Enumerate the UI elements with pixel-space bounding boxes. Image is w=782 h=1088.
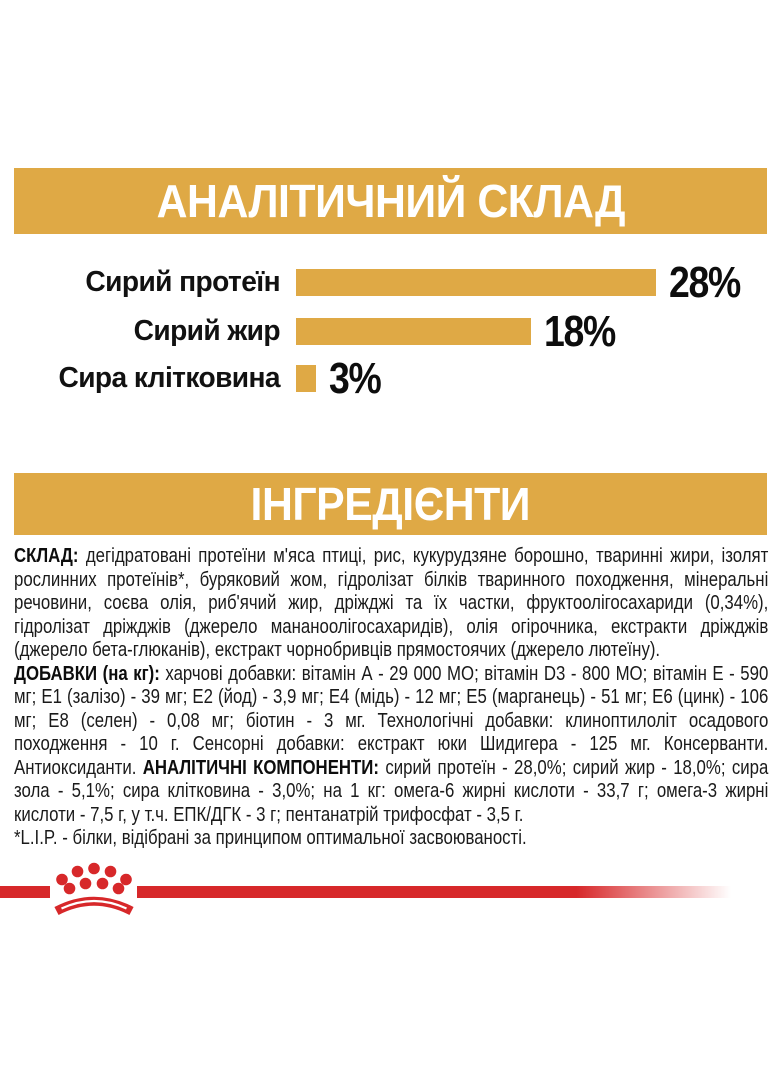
- ingredients-banner: ІНГРЕДІЄНТИ: [14, 473, 767, 535]
- ingredients-title: ІНГРЕДІЄНТИ: [250, 478, 531, 530]
- analytical-composition-title: АНАЛІТИЧНИЙ СКЛАД: [156, 175, 625, 227]
- composition-label: СКЛАД:: [14, 545, 79, 567]
- chart-category-label: Сирий протеїн: [85, 266, 281, 298]
- additives-paragraph: ДОБАВКИ (на кг): харчові добавки: вітамі…: [14, 663, 768, 828]
- additives-text: харчові добавки: вітамін А - 29 000 МО; …: [14, 662, 769, 779]
- chart-row: Сирий жир 18%: [0, 307, 628, 356]
- additives-label: ДОБАВКИ (на кг):: [14, 662, 160, 685]
- chart-category-label: Сирий жир: [133, 315, 281, 347]
- chart-value-label: 18%: [544, 306, 616, 356]
- footer-divider-right: [137, 886, 731, 898]
- chart-row: Сира клітковина 3%: [0, 354, 390, 403]
- chart-value-label: 3%: [329, 353, 382, 403]
- analytical-components-text: сирий протеїн - 28,0%; сирий жир - 18,0%…: [14, 756, 769, 826]
- chart-bar: [296, 318, 531, 345]
- analytical-components-label: АНАЛІТИЧНІ КОМПОНЕНТИ:: [142, 756, 379, 779]
- ingredients-text-block: СКЛАД: дегідратовані протеїни м'яса птиц…: [14, 545, 768, 851]
- composition-text: дегідратовані протеїни м'яса птиці, рис,…: [14, 545, 769, 661]
- royal-canin-crown-icon: [54, 862, 134, 916]
- analytical-composition-banner: АНАЛІТИЧНИЙ СКЛАД: [14, 168, 767, 234]
- chart-row: Сирий протеїн 28%: [0, 258, 753, 307]
- chart-value-label: 28%: [669, 257, 741, 307]
- chart-bar: [296, 269, 656, 296]
- composition-paragraph: СКЛАД: дегідратовані протеїни м'яса птиц…: [14, 545, 768, 663]
- lip-footnote: *L.I.P. - білки, відібрані за принципом …: [14, 827, 527, 849]
- chart-category-label: Сира клітковина: [58, 362, 281, 394]
- footer-divider-left: [0, 886, 50, 898]
- chart-bar: [296, 365, 316, 392]
